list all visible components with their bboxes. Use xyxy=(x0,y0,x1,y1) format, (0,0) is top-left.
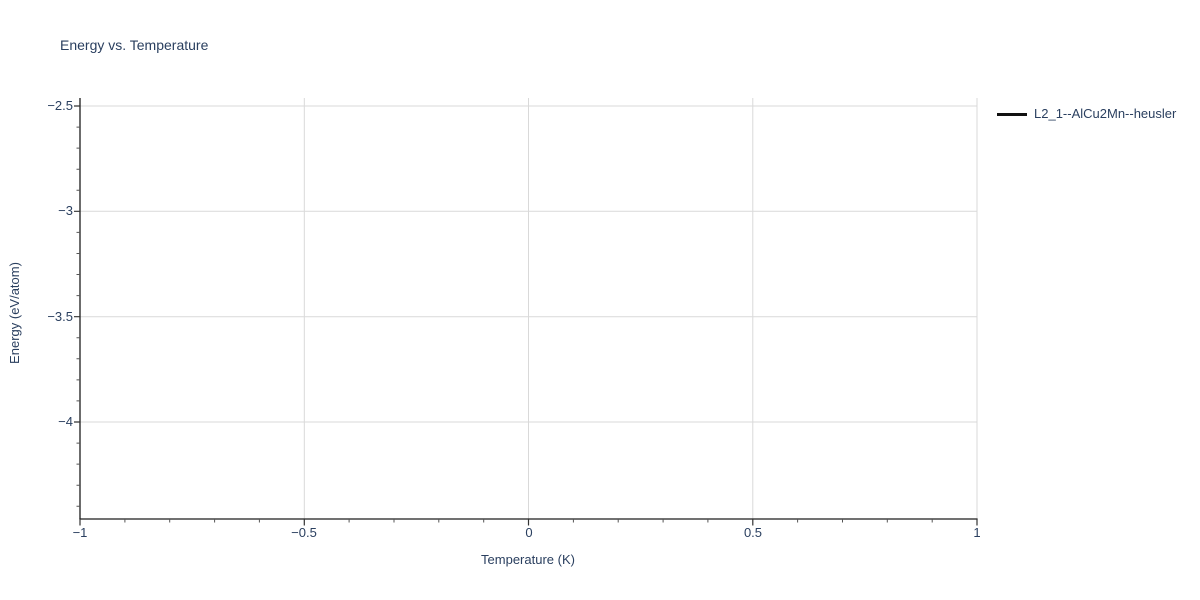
gridlines xyxy=(80,98,978,519)
x-minor-ticks xyxy=(124,519,933,523)
x-major-ticks xyxy=(79,519,978,526)
y-tick-label: −3 xyxy=(58,203,73,218)
y-gridlines xyxy=(80,105,977,423)
x-gridlines xyxy=(303,98,978,519)
legend: L2_1--AlCu2Mn--heusler xyxy=(997,106,1176,122)
x-tick-label: −1 xyxy=(72,525,88,540)
major-ticks xyxy=(74,105,978,526)
y-axis-title: Energy (eV/atom) xyxy=(7,262,22,364)
y-tick-label: −2.5 xyxy=(47,98,73,113)
x-tick-label: 1 xyxy=(973,525,981,540)
chart-title: Energy vs. Temperature xyxy=(60,37,209,53)
x-tick-label: 0.5 xyxy=(743,525,763,540)
legend-item-label: L2_1--AlCu2Mn--heusler xyxy=(1034,106,1177,121)
y-tick-label: −3.5 xyxy=(47,309,73,324)
y-major-ticks xyxy=(74,105,80,423)
x-tick-label: −0.5 xyxy=(291,525,317,540)
y-minor-ticks xyxy=(76,126,80,507)
y-tick-label: −4 xyxy=(58,414,73,429)
minor-ticks xyxy=(76,126,933,523)
x-axis-title: Temperature (K) xyxy=(481,552,575,567)
x-tick-label: 0 xyxy=(525,525,533,540)
legend-line-sample xyxy=(997,112,1027,116)
